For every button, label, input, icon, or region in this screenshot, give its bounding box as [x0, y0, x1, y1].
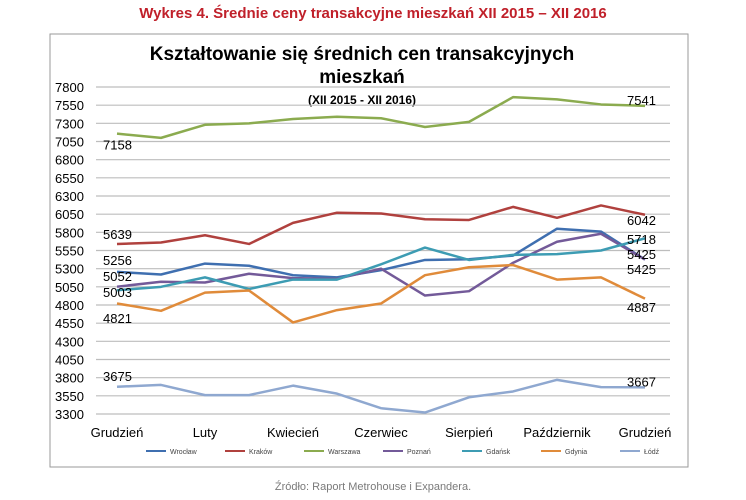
x-tick-label: Kwiecień	[267, 425, 319, 440]
data-label-start: 5052	[103, 269, 132, 284]
data-label-start: 5639	[103, 227, 132, 242]
data-label-start: 7158	[103, 138, 132, 153]
y-tick-label: 6550	[55, 171, 84, 186]
x-tick-label: Październik	[523, 425, 591, 440]
data-label-end: 3667	[627, 374, 656, 389]
data-label-end: 4887	[627, 300, 656, 315]
y-tick-label: 7300	[55, 116, 84, 131]
legend-label: Gdańsk	[486, 449, 511, 456]
y-tick-label: 5550	[55, 244, 84, 259]
data-label-start: 4821	[103, 311, 132, 326]
data-label-end: 5425	[627, 262, 656, 277]
y-tick-label: 4550	[55, 316, 84, 331]
y-tick-label: 7050	[55, 135, 84, 150]
data-label-end: 7541	[627, 93, 656, 108]
y-tick-label: 4300	[55, 334, 84, 349]
y-tick-label: 6050	[55, 207, 84, 222]
y-tick-label: 3550	[55, 389, 84, 404]
figure-heading: Wykres 4. Średnie ceny transakcyjne mies…	[139, 5, 607, 22]
series-line-2	[116, 95, 646, 140]
y-tick-label: 6800	[55, 153, 84, 168]
data-label-start: 5003	[103, 285, 132, 300]
y-tick-label: 4800	[55, 298, 84, 313]
data-label-end: 5718	[627, 232, 656, 247]
data-label-start: 3675	[103, 369, 132, 384]
y-tick-label: 5800	[55, 225, 84, 240]
x-tick-label: Grudzień	[619, 425, 672, 440]
y-tick-label: 4050	[55, 353, 84, 368]
y-tick-label: 6300	[55, 189, 84, 204]
y-tick-label: 3800	[55, 371, 84, 386]
chart-title-line2: mieszkań	[319, 67, 405, 88]
data-label-end: 6042	[627, 213, 656, 228]
x-tick-label: Luty	[193, 425, 218, 440]
y-tick-label: 3300	[55, 407, 84, 422]
data-label-end: 5425	[627, 247, 656, 262]
chart-title-line1: Kształtowanie się średnich cen transakcy…	[150, 44, 575, 65]
data-label-start: 5256	[103, 253, 132, 268]
x-tick-label: Sierpień	[445, 425, 493, 440]
y-tick-label: 7800	[55, 80, 84, 95]
legend-label: Łódź	[644, 449, 660, 456]
y-tick-label: 5050	[55, 280, 84, 295]
source-note: Źródło: Raport Metrohouse i Expandera.	[274, 481, 472, 493]
legend-label: Kraków	[249, 449, 273, 456]
legend-label: Gdynia	[565, 449, 587, 456]
legend-label: Warszawa	[328, 449, 361, 456]
series-line-4	[116, 237, 646, 292]
series-line-5	[116, 263, 646, 324]
y-tick-label: 7550	[55, 98, 84, 113]
y-tick-label: 5300	[55, 262, 84, 277]
series-line-1	[116, 204, 646, 246]
legend-label: Wrocław	[170, 449, 198, 456]
series-line-3	[116, 232, 646, 297]
x-tick-label: Czerwiec	[354, 425, 408, 440]
x-tick-label: Grudzień	[91, 425, 144, 440]
chart-subtitle: (XII 2015 - XII 2016)	[308, 93, 416, 107]
legend-label: Poznań	[407, 449, 431, 456]
series-line-6	[116, 378, 646, 414]
